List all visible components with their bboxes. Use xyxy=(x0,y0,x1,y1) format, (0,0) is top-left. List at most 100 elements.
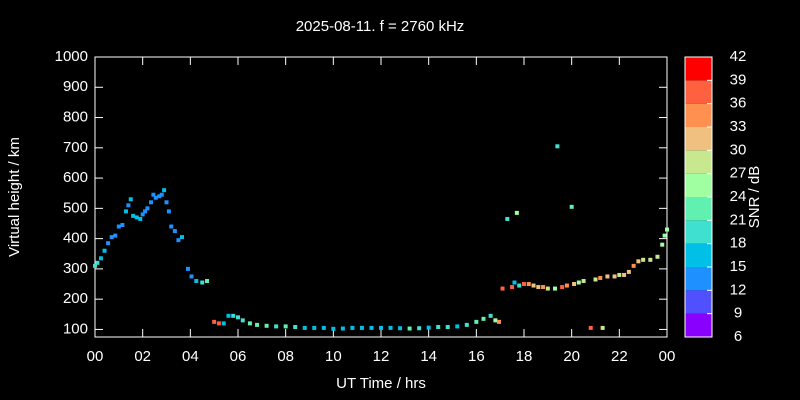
data-point xyxy=(512,280,517,285)
y-tick-label: 700 xyxy=(63,139,88,156)
data-point xyxy=(626,269,631,274)
chart-title: 2025-08-11. f = 2760 kHz xyxy=(296,18,465,35)
data-point xyxy=(255,322,260,327)
x-tick-label: 00 xyxy=(659,348,676,365)
data-point xyxy=(240,318,245,323)
colorbar-tick-label: 39 xyxy=(730,71,747,88)
data-point xyxy=(149,200,154,205)
y-tick-label: 200 xyxy=(63,290,88,307)
colorbar-band xyxy=(685,173,712,197)
data-point xyxy=(194,279,199,283)
data-point xyxy=(481,316,486,321)
data-point xyxy=(522,282,526,287)
data-point xyxy=(200,280,205,285)
data-point xyxy=(541,285,546,290)
data-point xyxy=(593,277,598,282)
data-point xyxy=(496,319,501,324)
data-point xyxy=(560,285,565,290)
data-point xyxy=(636,259,641,264)
colorbar-tick-label: 30 xyxy=(730,141,747,158)
x-tick-label: 06 xyxy=(230,348,247,365)
data-point xyxy=(321,325,326,330)
data-point xyxy=(98,256,103,261)
data-point xyxy=(588,325,593,330)
data-point xyxy=(151,192,156,197)
data-point xyxy=(162,188,167,193)
data-point xyxy=(331,326,336,331)
data-point xyxy=(247,321,252,326)
colorbar-label: SNR / dB xyxy=(746,166,763,229)
data-point xyxy=(189,274,194,279)
colorbar-tick-label: 42 xyxy=(730,48,747,65)
colorbar-tick-label: 6 xyxy=(734,328,742,345)
data-point xyxy=(569,204,574,209)
data-point xyxy=(655,254,660,259)
data-point xyxy=(179,235,184,240)
data-point xyxy=(185,266,190,271)
data-point xyxy=(648,257,653,262)
y-tick-label: 500 xyxy=(63,199,88,216)
data-point xyxy=(426,325,431,330)
y-tick-label: 100 xyxy=(63,320,88,337)
data-point xyxy=(564,283,569,288)
data-point xyxy=(617,272,622,277)
data-point xyxy=(293,325,298,330)
plot-frame xyxy=(94,56,668,338)
colorbar-band xyxy=(685,290,712,314)
data-point xyxy=(488,313,493,318)
data-point xyxy=(514,210,519,215)
colorbar-tick-label: 18 xyxy=(730,235,747,252)
y-tick-label: 300 xyxy=(63,260,88,277)
colorbar-band xyxy=(685,57,712,81)
colorbar-band xyxy=(685,103,712,127)
data-point xyxy=(231,313,236,318)
x-tick-label: 18 xyxy=(516,348,533,365)
data-point xyxy=(140,212,145,217)
data-point xyxy=(605,274,610,279)
data-point xyxy=(106,241,111,246)
data-point xyxy=(102,248,107,253)
data-point xyxy=(113,233,118,238)
data-point xyxy=(216,321,221,326)
data-point xyxy=(164,200,169,205)
x-tick-label: 08 xyxy=(277,348,294,365)
colorbar-tick-label: 9 xyxy=(734,305,742,322)
data-point xyxy=(134,215,139,220)
colorbar-band xyxy=(685,80,712,104)
data-point xyxy=(350,325,355,330)
data-point xyxy=(116,224,121,229)
y-tick-label: 1000 xyxy=(55,48,88,65)
data-point xyxy=(531,283,536,288)
data-point xyxy=(126,203,131,208)
data-point xyxy=(236,315,240,320)
data-point xyxy=(153,195,158,200)
data-point xyxy=(552,286,557,291)
colorbar-band xyxy=(685,220,712,244)
data-point xyxy=(379,325,383,330)
y-tick-label: 900 xyxy=(63,78,88,95)
data-point xyxy=(612,274,617,279)
colorbar-tick-label: 36 xyxy=(730,95,747,112)
data-point xyxy=(631,263,636,268)
colorbar-tick-label: 15 xyxy=(730,258,747,275)
data-point xyxy=(493,318,498,323)
data-point xyxy=(662,233,667,238)
data-point xyxy=(172,229,177,234)
y-axis-label: Virtual height / km xyxy=(6,137,23,257)
data-point xyxy=(445,325,450,330)
data-point xyxy=(312,325,317,330)
x-tick-label: 10 xyxy=(325,348,342,365)
x-tick-label: 14 xyxy=(420,348,437,365)
y-tick-label: 600 xyxy=(63,169,88,186)
colorbar-tick-label: 21 xyxy=(730,211,747,228)
data-point xyxy=(598,275,603,280)
data-point xyxy=(474,319,479,324)
data-point xyxy=(545,286,550,291)
data-point xyxy=(576,280,581,285)
data-point xyxy=(205,279,210,283)
colorbar-tick-label: 24 xyxy=(730,188,747,205)
data-point xyxy=(510,285,515,290)
data-point xyxy=(464,322,469,327)
data-point xyxy=(665,227,669,232)
data-point xyxy=(398,326,403,331)
